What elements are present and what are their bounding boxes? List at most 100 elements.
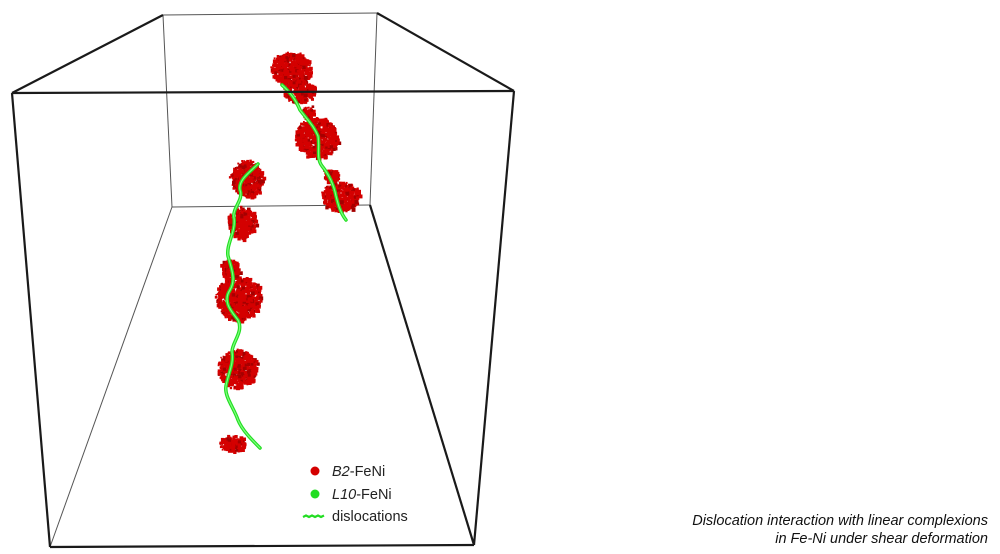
b2-atom	[245, 211, 249, 214]
b2-atom	[313, 151, 317, 155]
b2-atom	[243, 209, 246, 212]
b2-atom	[244, 187, 248, 191]
b2-atom	[236, 222, 241, 226]
b2-atom	[248, 376, 252, 380]
b2-atom	[240, 362, 243, 365]
b2-atom	[217, 297, 222, 302]
b2-atom	[333, 177, 337, 181]
b2-atom	[252, 298, 255, 301]
b2-atom	[222, 290, 224, 292]
b2-atom	[242, 286, 245, 290]
b2-atom	[241, 162, 245, 166]
b2-atom	[308, 152, 311, 155]
b2-atom	[280, 77, 284, 82]
b2-atom	[314, 148, 318, 152]
b2-atom	[318, 148, 323, 153]
b2-atom	[276, 55, 280, 58]
b2-atom	[333, 199, 337, 202]
b2-atom	[233, 185, 237, 189]
b2-atom	[310, 84, 315, 89]
b2-atom	[253, 173, 256, 177]
b2-atom	[288, 52, 291, 56]
b2-atom	[354, 195, 358, 199]
b2-atom	[252, 183, 255, 185]
b2-atom	[334, 131, 337, 134]
b2-atom	[292, 68, 297, 73]
b2-atom	[247, 231, 251, 235]
b2-atom	[325, 194, 328, 196]
b2-atom	[233, 352, 236, 355]
b2-atom	[241, 289, 246, 294]
b2-atom	[250, 172, 253, 175]
b2-precipitate-cluster	[219, 434, 247, 454]
b2-atom	[244, 363, 247, 366]
b2-atom	[289, 56, 292, 58]
b2-atom	[284, 72, 287, 76]
box-top-left-edge	[11, 14, 164, 94]
b2-precipitate-cluster	[270, 51, 313, 88]
b2-atom	[227, 434, 231, 438]
b2-atom	[288, 84, 291, 87]
b2-atom	[232, 365, 234, 367]
box-back-top-edge	[162, 12, 378, 16]
b2-atom	[309, 67, 313, 72]
b2-atom	[250, 303, 255, 307]
b2-atom	[304, 65, 308, 69]
b2-atom	[300, 73, 304, 77]
b2-atom	[244, 229, 247, 232]
b2-atom	[236, 263, 240, 267]
b2-atom	[286, 54, 290, 58]
b2-atom	[231, 303, 236, 307]
b2-atom	[339, 187, 342, 189]
b2-atom	[297, 64, 301, 68]
b2-atom	[327, 124, 331, 128]
b2-atom	[324, 152, 326, 154]
b2-atom	[338, 184, 342, 188]
b2-atom	[280, 81, 285, 86]
b2-atom	[292, 63, 296, 67]
b2-atom	[233, 269, 236, 272]
b2-atom	[323, 153, 327, 156]
b2-atom	[242, 238, 247, 243]
b2-atom	[328, 131, 331, 135]
b2-atom	[283, 79, 288, 84]
b2-atom	[307, 88, 311, 91]
b2-atom	[227, 438, 232, 442]
b2-atom	[236, 209, 240, 213]
b2-atom	[253, 368, 257, 372]
b2-atom	[250, 378, 253, 380]
b2-atom	[283, 92, 287, 95]
b2-atom	[252, 215, 257, 220]
b2-atom	[331, 199, 335, 203]
b2-atom	[243, 294, 248, 299]
b2-atom	[219, 445, 223, 449]
b2-atom	[310, 97, 313, 100]
b2-atom	[351, 194, 354, 196]
b2-atom	[350, 198, 354, 201]
b2-atom	[326, 195, 329, 198]
b2-atom	[247, 356, 251, 361]
b2-atom	[220, 289, 224, 293]
b2-atom	[317, 124, 321, 127]
b2-atom	[232, 309, 236, 312]
b2-atom	[224, 273, 228, 277]
b2-atom	[222, 294, 227, 298]
b2-atom	[280, 59, 285, 64]
b2-atom	[233, 350, 236, 353]
b2-precipitate-cluster	[228, 159, 267, 200]
b2-atom	[318, 118, 321, 121]
b2-atom	[221, 440, 225, 444]
b2-atom	[353, 196, 356, 198]
b2-atom	[327, 200, 331, 204]
b2-atom	[239, 316, 244, 321]
b2-atom	[241, 236, 246, 241]
b2-atom	[242, 298, 247, 302]
b2-atom	[256, 296, 258, 299]
b2-atom	[303, 122, 307, 126]
b2-atom	[292, 74, 296, 78]
b2-atom	[302, 110, 306, 113]
b2-atom	[300, 70, 304, 74]
b2-atom	[332, 201, 337, 206]
b2-atom	[314, 122, 316, 125]
b2-atom	[298, 126, 302, 129]
